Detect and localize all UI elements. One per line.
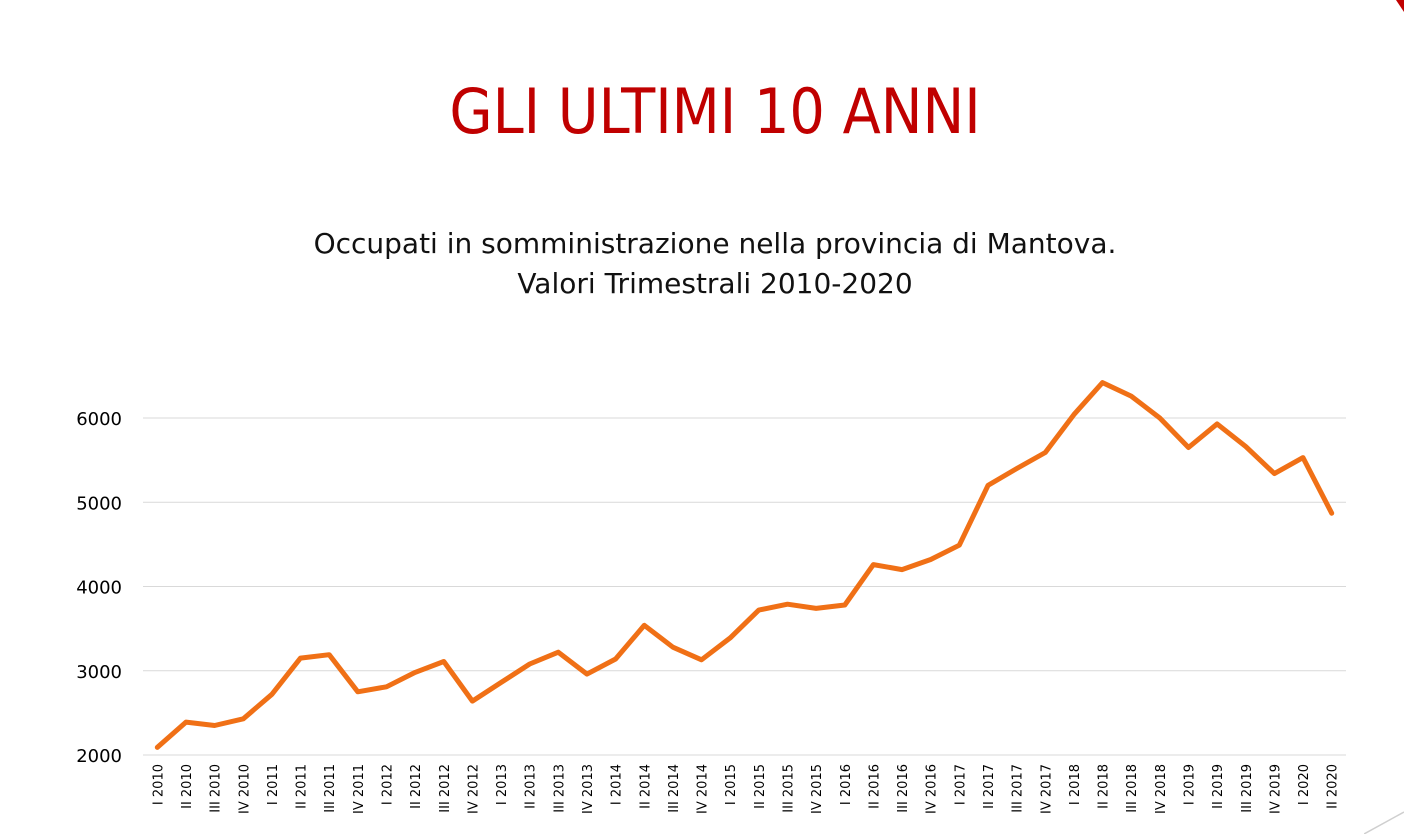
y-axis-ticks: 2000 3000 4000 5000 6000 xyxy=(76,409,122,767)
x-tick-label: I 2016 xyxy=(839,764,854,805)
y-tick-label: 2000 xyxy=(76,746,122,767)
x-tick-label: III 2014 xyxy=(667,764,682,813)
x-tick-label: II 2016 xyxy=(867,764,882,809)
x-tick-label: II 2020 xyxy=(1326,764,1341,809)
x-tick-label: IV 2012 xyxy=(466,764,481,814)
x-tick-label: II 2019 xyxy=(1211,764,1226,809)
x-tick-label: III 2015 xyxy=(781,764,796,813)
corner-decoration-bottom xyxy=(1364,811,1404,834)
x-tick-label: II 2010 xyxy=(180,764,195,809)
x-axis-ticks: I 2010 II 2010 III 2010 IV 2010 I 2011 II 201… xyxy=(151,764,1340,814)
y-tick-label: 5000 xyxy=(76,493,122,514)
x-tick-label: I 2017 xyxy=(953,764,968,805)
x-tick-label: II 2015 xyxy=(753,764,768,809)
gridlines xyxy=(143,417,1346,756)
x-tick-label: I 2013 xyxy=(495,764,510,805)
x-tick-label: IV 2015 xyxy=(810,764,825,814)
chart-title-line-1: Occupati in somministrazione nella provi… xyxy=(313,227,1117,260)
x-tick-label: III 2019 xyxy=(1240,764,1255,813)
x-tick-label: IV 2010 xyxy=(237,764,252,814)
x-tick-label: III 2017 xyxy=(1011,764,1026,813)
y-tick-label: 6000 xyxy=(76,409,122,430)
x-tick-label: I 2011 xyxy=(266,764,281,805)
x-tick-label: I 2015 xyxy=(724,764,739,805)
x-tick-label: II 2011 xyxy=(295,764,310,809)
x-tick-label: II 2013 xyxy=(524,764,539,809)
series-line xyxy=(154,380,1335,750)
x-tick-label: I 2014 xyxy=(610,764,625,805)
chart-title: Occupati in somministrazione nella provi… xyxy=(0,224,1404,304)
x-tick-label: I 2019 xyxy=(1182,764,1197,805)
x-tick-label: IV 2019 xyxy=(1268,764,1283,814)
x-tick-label: I 2020 xyxy=(1297,764,1312,805)
x-tick-label: I 2012 xyxy=(380,764,395,805)
y-tick-label: 3000 xyxy=(76,662,122,683)
x-tick-label: III 2010 xyxy=(209,764,224,813)
x-tick-label: III 2012 xyxy=(438,764,453,813)
chart-title-line-2: Valori Trimestrali 2010-2020 xyxy=(517,267,913,300)
slide-title: GLI ULTIMI 10 ANNI xyxy=(449,75,981,148)
x-tick-label: IV 2013 xyxy=(581,764,596,814)
x-tick-label: III 2013 xyxy=(552,764,567,813)
x-tick-label: III 2011 xyxy=(323,764,338,813)
series-layer xyxy=(154,380,1335,750)
x-tick-label: II 2014 xyxy=(638,764,653,809)
x-tick-label: IV 2018 xyxy=(1154,764,1169,814)
x-tick-label: II 2017 xyxy=(982,764,997,809)
x-tick-label: IV 2017 xyxy=(1039,764,1054,814)
x-tick-label: III 2016 xyxy=(896,764,911,813)
x-tick-label: IV 2014 xyxy=(696,764,711,814)
x-tick-label: II 2012 xyxy=(409,764,424,809)
x-tick-label: II 2018 xyxy=(1097,764,1112,809)
corner-decoration-top xyxy=(1396,0,1404,12)
x-tick-label: I 2018 xyxy=(1068,764,1083,805)
x-tick-label: III 2018 xyxy=(1125,764,1140,813)
y-tick-label: 4000 xyxy=(76,578,122,599)
x-tick-label: IV 2016 xyxy=(925,764,940,814)
x-tick-label: I 2010 xyxy=(151,764,166,805)
x-tick-label: IV 2011 xyxy=(352,764,367,814)
